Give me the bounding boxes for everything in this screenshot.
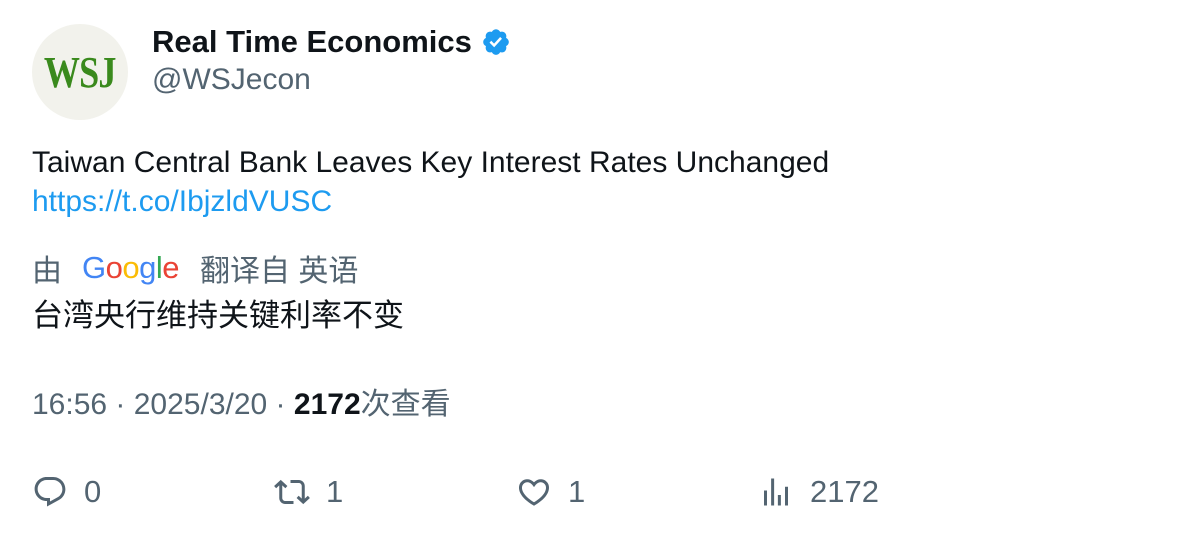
translated-text: 台湾央行维持关键利率不变 (32, 298, 404, 333)
views-count: 2172 (293, 388, 361, 421)
tweet-actions: 0 1 1 2172 (32, 470, 1182, 514)
author-name-row: Real Time Economics (152, 20, 511, 64)
translation-attribution: 由 Google 翻译自 英语 (32, 247, 358, 289)
avatar[interactable]: WSJ (32, 24, 128, 120)
tweet-text: Taiwan Central Bank Leaves Key Interest … (32, 146, 830, 179)
svg-text:Google: Google (82, 250, 179, 285)
like-button[interactable]: 1 (516, 470, 585, 514)
like-count: 1 (568, 474, 586, 509)
meta-separator: · (107, 388, 134, 421)
google-logo-icon: Google (82, 250, 180, 285)
translated-by-label: 由 (32, 255, 62, 288)
meta-separator: · (267, 388, 294, 421)
tweet-time[interactable]: 16:56 (32, 388, 108, 421)
views-label: 次查看 (360, 388, 451, 421)
tweet-meta: 16:56 · 2025/3/20 · 2172 次查看 (32, 385, 451, 425)
analytics-icon (764, 478, 788, 506)
heart-icon (518, 479, 550, 506)
retweet-button[interactable]: 1 (274, 470, 343, 514)
reply-button[interactable]: 0 (32, 470, 101, 514)
display-name[interactable]: Real Time Economics (152, 24, 472, 59)
reply-count: 0 (84, 474, 102, 509)
retweet-count: 1 (326, 474, 344, 509)
retweet-icon (274, 479, 310, 505)
verified-badge-icon (483, 29, 509, 55)
translated-from-label: 翻译自 英语 (200, 255, 359, 288)
views-action-count: 2172 (810, 474, 879, 509)
wsj-logo: WSJ (44, 47, 117, 97)
author-handle[interactable]: @WSJecon (152, 63, 311, 96)
reply-icon (34, 477, 66, 507)
views-button[interactable]: 2172 (758, 470, 879, 514)
tweet-link[interactable]: https://t.co/IbjzldVUSC (32, 185, 333, 218)
tweet-date[interactable]: 2025/3/20 (133, 388, 268, 421)
